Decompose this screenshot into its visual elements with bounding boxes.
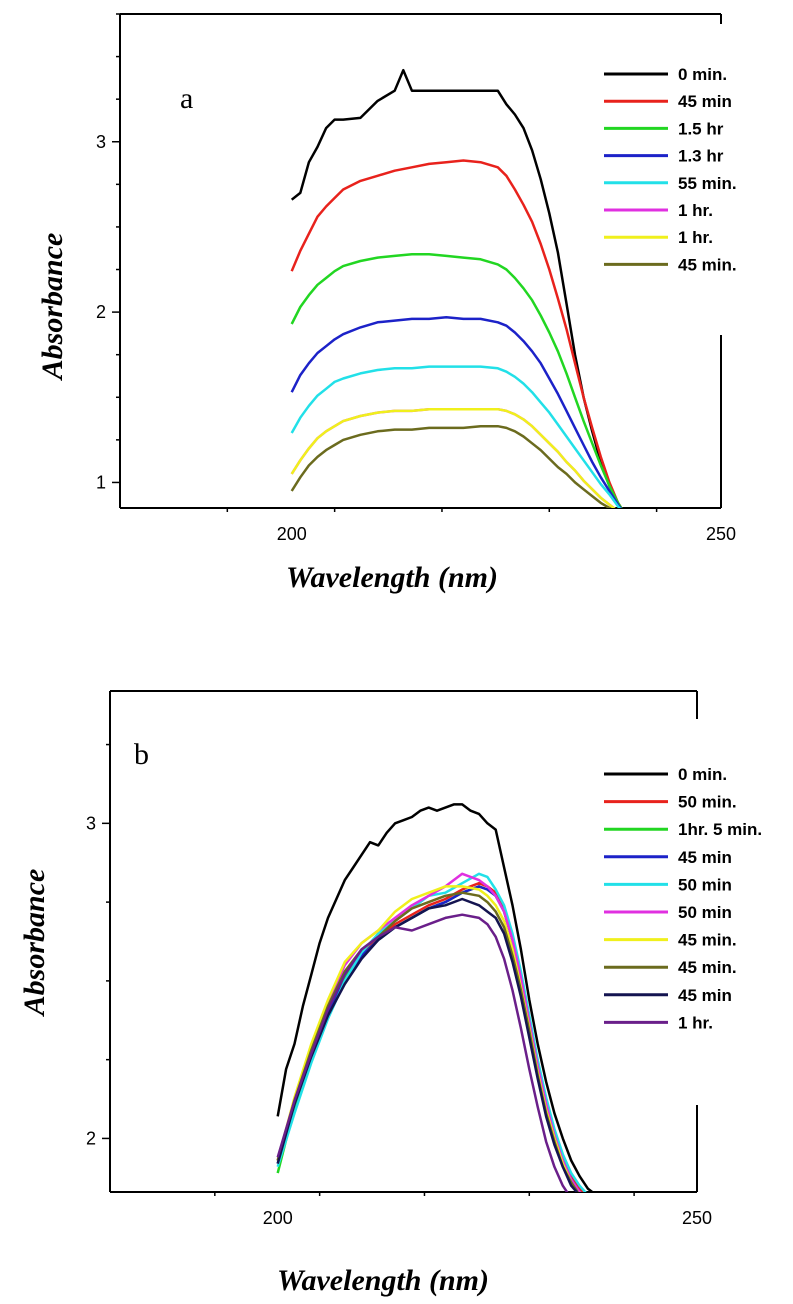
x-tick-label: 250 xyxy=(706,524,736,544)
panel-a: a Wavelength (nm) Absorbance 1 2 3 200 250 0 … xyxy=(36,13,737,594)
legend-label: 45 min xyxy=(678,986,732,1005)
panel-label: b xyxy=(134,738,149,771)
panel-b: b Wavelength (nm) Absorbance 2 3 200 250 0 m… xyxy=(18,690,762,1297)
x-tick-label: 200 xyxy=(277,524,307,544)
y-tick-label: 3 xyxy=(96,132,106,152)
legend-label: 50 min. xyxy=(678,793,737,812)
legend: 0 min. 45 min 1.5 hr 1.3 hr 55 min. 1 hr. 1 hr… xyxy=(604,65,737,274)
legend-label: 0 min. xyxy=(678,65,727,84)
legend-label: 1 hr. xyxy=(678,228,713,247)
legend: 0 min. 50 min. 1hr. 5 min. 45 min 50 min 50 m… xyxy=(604,765,762,1032)
legend-label: 1.5 hr xyxy=(678,119,724,138)
series-line xyxy=(290,315,622,508)
series-line xyxy=(276,872,587,1192)
y-tick-label: 2 xyxy=(86,1128,96,1148)
legend-label: 1hr. 5 min. xyxy=(678,820,762,839)
series-line xyxy=(276,885,579,1192)
x-tick-label: 200 xyxy=(263,1208,293,1228)
legend-label: 1.3 hr xyxy=(678,147,724,166)
series-line xyxy=(290,407,616,508)
series-group xyxy=(290,68,623,508)
x-axis-title: Wavelength (nm) xyxy=(286,561,498,594)
legend-label: 1 hr. xyxy=(678,1013,713,1032)
legend-label: 0 min. xyxy=(678,765,727,784)
legend-label: 45 min xyxy=(678,92,732,111)
legend-label: 50 min xyxy=(678,903,732,922)
y-tick-label: 2 xyxy=(96,302,106,322)
series-line xyxy=(290,424,612,508)
series-line xyxy=(290,252,623,508)
series-line xyxy=(276,885,582,1192)
legend-label: 1 hr. xyxy=(678,201,713,220)
series-line xyxy=(290,407,616,508)
series-line xyxy=(290,159,623,508)
legend-label: 50 min xyxy=(678,875,732,894)
y-axis-title: Absorbance xyxy=(18,869,51,1018)
series-line xyxy=(290,365,622,508)
legend-label: 45 min. xyxy=(678,255,737,274)
series-line xyxy=(276,891,579,1192)
series-line xyxy=(276,913,569,1192)
x-axis-title: Wavelength (nm) xyxy=(277,1264,489,1297)
x-tick-label: 250 xyxy=(682,1208,712,1228)
series-line xyxy=(276,897,579,1192)
legend-label: 55 min. xyxy=(678,174,737,193)
panel-label: a xyxy=(180,82,193,115)
y-axis-title: Absorbance xyxy=(36,233,69,382)
legend-label: 45 min. xyxy=(678,958,737,977)
series-group xyxy=(276,803,595,1192)
y-tick-label: 1 xyxy=(96,472,106,492)
y-tick-label: 3 xyxy=(86,813,96,833)
legend-label: 45 min. xyxy=(678,931,737,950)
series-line xyxy=(276,885,582,1192)
legend-label: 45 min xyxy=(678,848,732,867)
series-line xyxy=(276,803,595,1192)
